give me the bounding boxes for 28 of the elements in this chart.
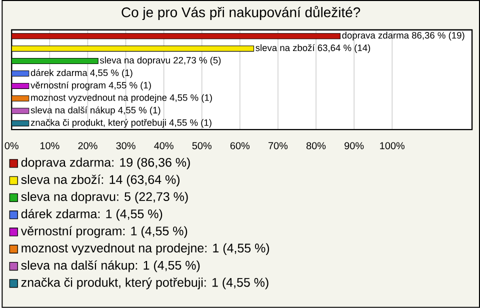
text: sleva na další nákup: 1 (4,55 %) bbox=[21, 260, 200, 272]
x-tick-label: 40% bbox=[154, 142, 174, 150]
x-tick-label: 20% bbox=[78, 142, 98, 150]
text: značka či produkt, který potřebuji: 1 (4,55 %) bbox=[21, 278, 268, 290]
annotation: sleva na dopravu 22,73 % (5) bbox=[100, 56, 221, 66]
annotation: doprava zdarma 86,36 % (19) bbox=[342, 32, 464, 40]
annotation: moznost vyzvednout na prodejne 4,55 % (1) bbox=[31, 94, 212, 103]
annotation: věrnostní program 4,55 % (1) bbox=[30, 82, 151, 90]
x-tick-label: 60% bbox=[230, 142, 250, 150]
text: moznost vyzvednout na prodejne: 1 (4,55 %) bbox=[22, 243, 270, 255]
x-tick-label: 50% bbox=[192, 142, 212, 150]
x-tick-label: 80% bbox=[306, 142, 326, 150]
text: sleva na dopravu: 5 (22,73 %) bbox=[21, 192, 188, 204]
x-tick-label: 0% bbox=[4, 142, 18, 150]
x-tick-label: 90% bbox=[344, 142, 364, 150]
x-tick-label: 10% bbox=[40, 142, 60, 150]
x-tick-label: 100% bbox=[380, 142, 405, 150]
chart-title: Co je pro Vás při nakupování důležité? bbox=[122, 6, 360, 20]
text: doprava zdarma: 19 (86,36 %) bbox=[21, 158, 190, 170]
annotation: sleva na zboží 63,64 % (14) bbox=[256, 44, 370, 53]
x-tick-label: 70% bbox=[268, 142, 288, 150]
text: věrnostní program: 1 (4,55 %) bbox=[20, 226, 188, 238]
annotation: značka či produkt, který potřebuji 4,55 % (1) bbox=[30, 118, 212, 128]
text: dárek zdarma: 1 (4,55 %) bbox=[21, 208, 162, 221]
annotation: sleva na další nákup 4,55 % (1) bbox=[30, 106, 160, 116]
text: sleva na zboží: 14 (63,64 %) bbox=[21, 174, 180, 186]
annotation: dárek zdarma 4,55 % (1) bbox=[30, 69, 132, 78]
x-tick-label: 30% bbox=[116, 142, 136, 150]
